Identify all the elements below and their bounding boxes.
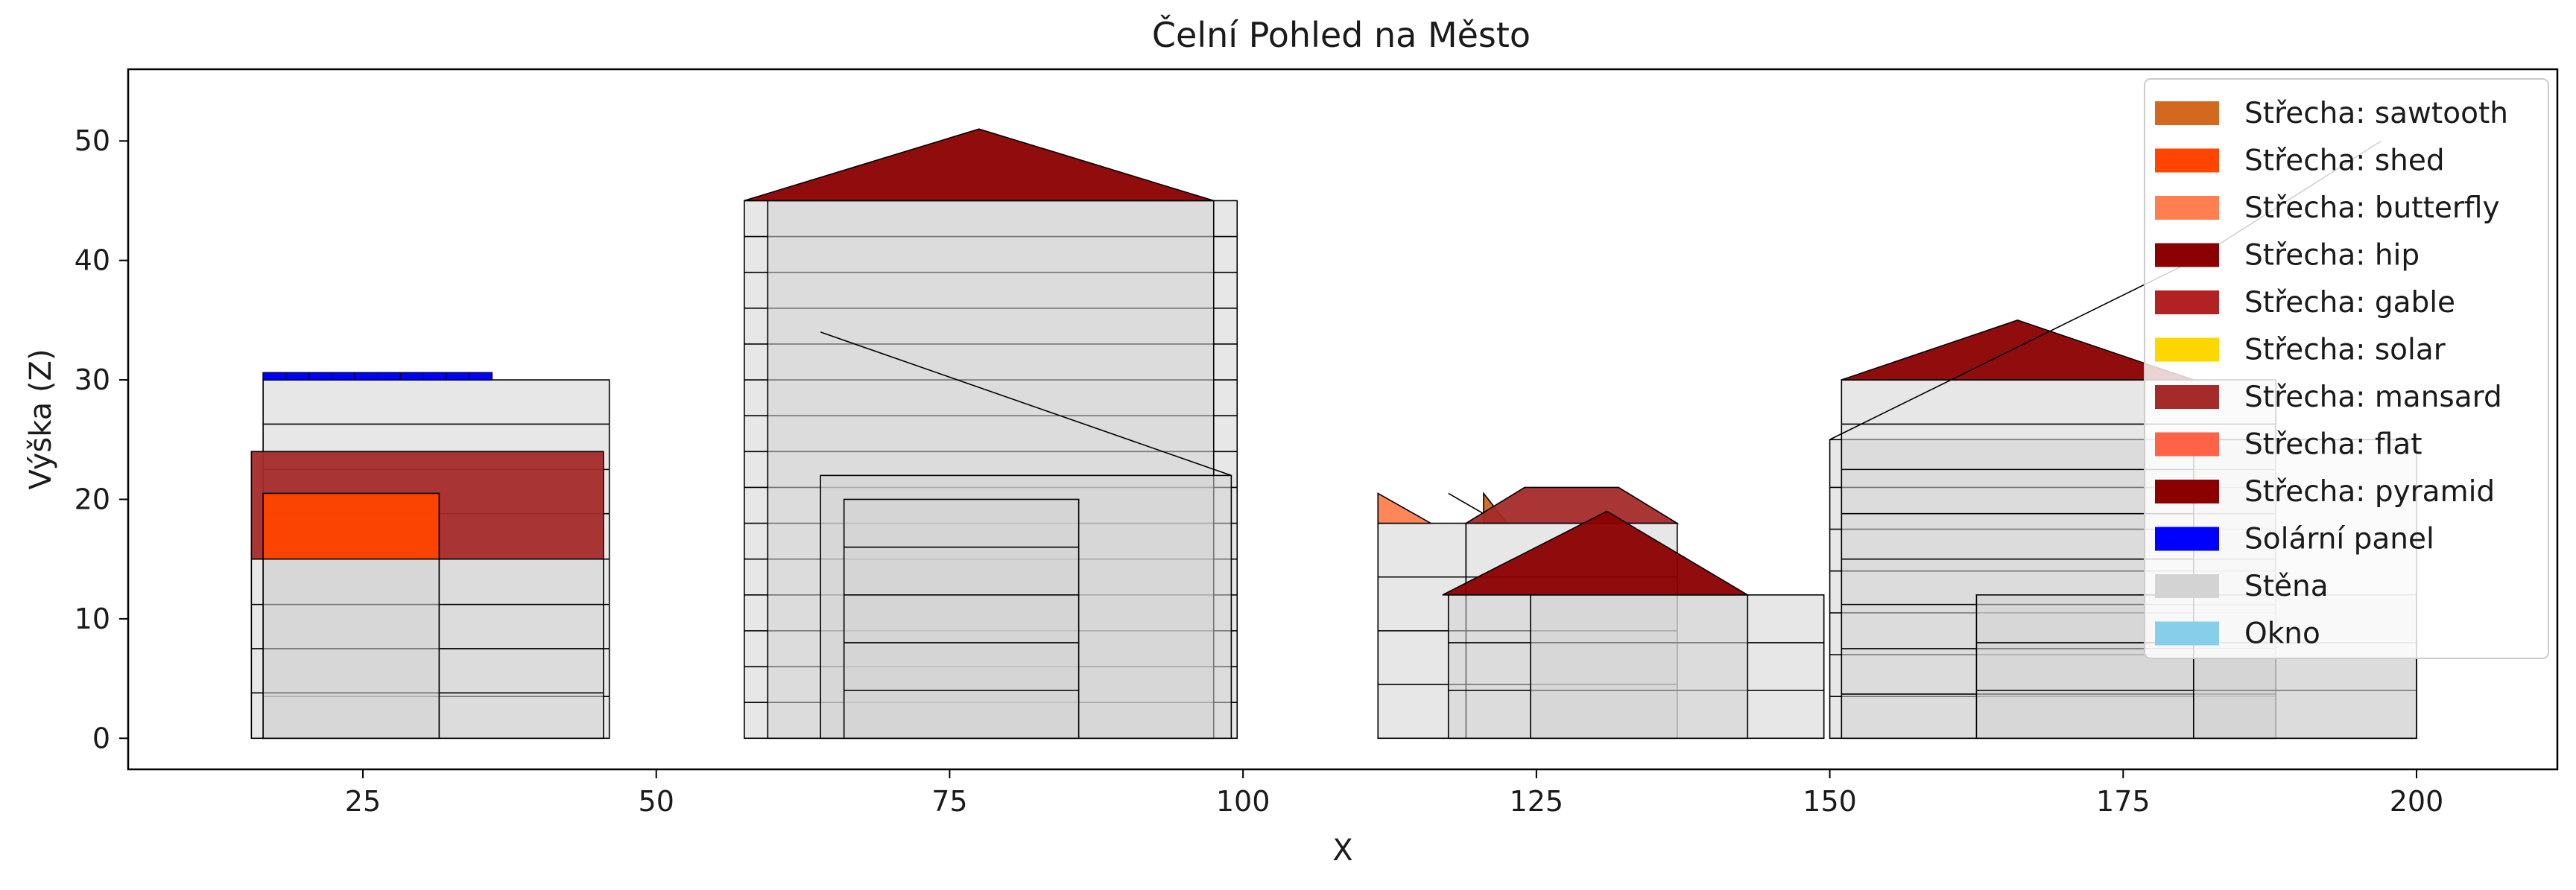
y-axis: 0 10 20 30 40 50 <box>75 124 128 754</box>
solar-panel-cell <box>468 372 493 381</box>
legend-label: Střecha: flat <box>2244 428 2422 462</box>
guide-line <box>1448 492 1484 515</box>
legend-swatch <box>2155 101 2219 125</box>
x-tick-label: 150 <box>1803 785 1857 818</box>
legend-label: Okno <box>2244 617 2320 651</box>
solar-panel-cell <box>262 372 287 381</box>
guide-line <box>820 331 1232 477</box>
building-11 <box>1530 594 1749 740</box>
y-tick-label: 40 <box>75 244 110 277</box>
legend-swatch <box>2155 480 2219 503</box>
y-tick-label: 30 <box>75 363 110 396</box>
chart-title: Čelní Pohled na Město <box>1152 14 1531 55</box>
x-axis: 25 50 75 100 125 150 175 200 <box>345 769 2443 818</box>
roofs-layer <box>250 128 2194 596</box>
legend-swatch <box>2155 527 2219 551</box>
roof-butterfly <box>1377 492 1434 524</box>
x-tick-label: 50 <box>639 785 674 818</box>
solar-panel-cell <box>423 372 447 381</box>
building-wall <box>262 558 440 740</box>
legend-label: Střecha: solar <box>2244 334 2446 367</box>
solar-panel-cell <box>446 372 470 381</box>
y-tick-label: 20 <box>75 483 110 515</box>
building-3 <box>262 558 440 740</box>
legend-box <box>2144 78 2549 659</box>
legend: Střecha: sawtooth Střecha: shed Střecha: b… <box>2144 78 2549 659</box>
x-tick-label: 200 <box>2390 785 2444 818</box>
roof-hip <box>744 128 1214 202</box>
building-wall <box>843 498 1080 740</box>
solar-panel-cell <box>354 372 379 381</box>
y-tick-label: 50 <box>75 124 110 157</box>
legend-swatch <box>2155 243 2219 267</box>
x-axis-label: X <box>1332 833 1352 868</box>
building-7 <box>843 498 1080 740</box>
roof-hip <box>1841 320 2194 381</box>
legend-label: Stěna <box>2244 570 2329 603</box>
building-wall <box>1530 594 1749 740</box>
legend-label: Střecha: gable <box>2244 286 2455 320</box>
roof-hip <box>1442 510 1750 596</box>
roof-shed <box>262 492 440 560</box>
solar-panel-cell <box>331 372 355 381</box>
x-tick-label: 175 <box>2096 785 2151 818</box>
legend-swatch <box>2155 621 2219 646</box>
legend-swatch <box>2155 148 2219 173</box>
solar-panels-layer <box>262 372 493 381</box>
solar-panel-cell <box>377 372 401 381</box>
legend-swatch <box>2155 337 2219 362</box>
legend-label: Střecha: mansard <box>2244 381 2502 414</box>
y-axis-label: Výška (Z) <box>24 349 58 489</box>
solar-panel-cell <box>399 372 424 381</box>
legend-swatch <box>2155 385 2219 409</box>
legend-swatch <box>2155 196 2219 220</box>
legend-swatch <box>2155 574 2219 598</box>
solar-panel-cell <box>308 372 332 381</box>
x-tick-label: 125 <box>1510 785 1564 818</box>
x-tick-label: 25 <box>345 785 381 818</box>
buildings-layer <box>250 200 2417 740</box>
legend-label: Solární panel <box>2244 523 2434 556</box>
legend-label: Střecha: sawtooth <box>2244 97 2508 130</box>
legend-label: Střecha: hip <box>2244 239 2420 273</box>
legend-swatch <box>2155 290 2219 314</box>
legend-label: Střecha: butterfly <box>2244 191 2500 225</box>
y-tick-label: 0 <box>92 722 110 754</box>
y-tick-label: 10 <box>75 603 110 635</box>
legend-label: Střecha: pyramid <box>2244 475 2495 509</box>
x-tick-label: 75 <box>931 785 967 818</box>
legend-label: Střecha: shed <box>2244 144 2445 178</box>
legend-swatch <box>2155 432 2219 457</box>
x-tick-label: 100 <box>1216 785 1270 818</box>
solar-panel-cell <box>285 372 310 381</box>
plot-frame <box>127 68 2559 771</box>
